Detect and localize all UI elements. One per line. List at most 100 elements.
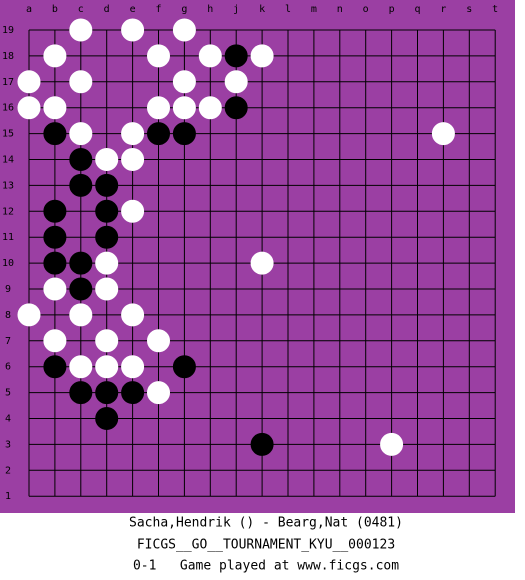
column-label: p: [389, 4, 395, 15]
row-label: 7: [5, 336, 11, 347]
black-stone: [69, 277, 93, 301]
white-stone: [172, 18, 196, 42]
white-stone: [43, 44, 67, 68]
column-label: o: [363, 4, 369, 15]
white-stone: [43, 96, 67, 120]
white-stone: [172, 70, 196, 94]
white-stone: [224, 70, 248, 94]
black-stone: [95, 225, 119, 249]
row-label: 14: [2, 155, 14, 166]
row-label: 15: [2, 129, 14, 140]
row-label: 16: [2, 103, 14, 114]
white-stone: [69, 18, 93, 42]
black-stone: [224, 96, 248, 120]
row-label: 10: [2, 258, 14, 269]
white-stone: [95, 329, 119, 353]
result: 0-1 Game played at www.ficgs.com: [133, 559, 399, 574]
white-stone: [69, 355, 93, 379]
row-label: 3: [5, 439, 11, 450]
black-stone: [250, 432, 274, 456]
row-label: 4: [5, 414, 11, 425]
black-stone: [95, 407, 119, 430]
white-stone: [69, 70, 93, 94]
white-stone: [121, 122, 145, 146]
white-stone: [121, 148, 145, 171]
column-label: r: [440, 4, 446, 15]
column-label: n: [337, 4, 343, 15]
column-label: d: [104, 4, 110, 15]
column-label: c: [78, 4, 84, 15]
white-stone: [17, 96, 41, 120]
black-stone: [121, 381, 145, 405]
white-stone: [95, 277, 119, 301]
black-stone: [43, 251, 67, 275]
row-label: 12: [2, 206, 14, 217]
row-label: 2: [5, 465, 11, 476]
black-stone: [43, 355, 67, 379]
white-stone: [69, 122, 93, 146]
row-label: 9: [5, 284, 11, 295]
white-stone: [147, 329, 170, 353]
black-stone: [43, 199, 67, 223]
column-label: b: [52, 4, 58, 15]
black-stone: [224, 44, 248, 68]
black-stone: [95, 173, 119, 197]
column-label: m: [311, 4, 317, 15]
white-stone: [95, 355, 119, 379]
white-stone: [250, 251, 274, 275]
white-stone: [250, 44, 274, 68]
column-label: l: [285, 4, 291, 15]
white-stone: [198, 96, 222, 120]
row-label: 8: [5, 310, 11, 321]
row-label: 19: [2, 25, 14, 36]
black-stone: [69, 381, 93, 405]
stones: [17, 18, 455, 456]
white-stone: [147, 44, 170, 68]
column-label: t: [492, 4, 498, 15]
white-stone: [198, 44, 222, 68]
row-label: 11: [2, 232, 14, 243]
white-stone: [380, 432, 404, 456]
column-label: f: [155, 4, 161, 15]
black-stone: [69, 173, 93, 197]
black-stone: [69, 251, 93, 275]
players: Sacha,Hendrik () - Bearg,Nat (0481): [129, 516, 403, 531]
white-stone: [121, 18, 145, 42]
column-label: a: [26, 4, 32, 15]
row-label: 6: [5, 362, 11, 373]
white-stone: [17, 303, 41, 327]
column-label: h: [207, 4, 213, 15]
row-label: 18: [2, 51, 14, 62]
white-stone: [147, 381, 170, 405]
black-stone: [43, 225, 67, 249]
column-label: q: [414, 4, 420, 15]
black-stone: [69, 148, 93, 171]
row-label: 5: [5, 388, 11, 399]
white-stone: [95, 251, 119, 275]
white-stone: [121, 303, 145, 327]
row-label: 17: [2, 77, 14, 88]
white-stone: [43, 329, 67, 353]
row-label: 1: [5, 491, 11, 502]
column-label: g: [181, 4, 187, 15]
white-stone: [172, 96, 196, 120]
black-stone: [172, 122, 196, 146]
black-stone: [95, 381, 119, 405]
black-stone: [147, 122, 170, 146]
column-label: j: [233, 4, 239, 15]
white-stone: [43, 277, 67, 301]
white-stone: [17, 70, 41, 94]
tournament: FICGS__GO__TOURNAMENT_KYU__000123: [137, 538, 395, 553]
black-stone: [95, 199, 119, 223]
white-stone: [95, 148, 119, 171]
column-label: k: [259, 4, 265, 15]
column-label: e: [130, 4, 136, 15]
white-stone: [431, 122, 455, 146]
column-label: s: [466, 4, 472, 15]
white-stone: [121, 355, 145, 379]
white-stone: [147, 96, 170, 120]
white-stone: [69, 303, 93, 327]
row-label: 13: [2, 180, 14, 191]
